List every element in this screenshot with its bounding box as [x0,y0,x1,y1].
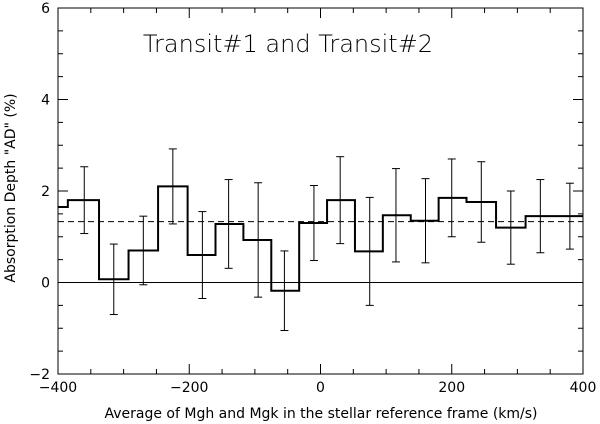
y-tick-label: −2 [29,367,50,383]
x-tick-label: 200 [438,380,465,396]
plot-frame [57,7,584,375]
x-tick-label: −200 [170,380,208,396]
y-tick-label: 6 [41,1,50,17]
y-tick-label: 0 [41,276,50,292]
error-bar [565,182,574,250]
absorption-step-line [58,185,583,292]
error-bar [336,156,345,245]
plot-area: −400 −200 0 200 400 −2 0 2 4 6 [29,1,596,396]
error-bar [477,161,486,243]
error-bar [224,179,233,269]
error-bar [421,178,430,264]
error-bar [309,185,318,262]
x-tick-label: 400 [570,380,597,396]
error-bar [536,179,545,254]
error-bar [109,243,118,316]
x-axis-title: Average of Mgh and Mgk in the stellar re… [104,406,537,422]
error-bar [80,166,89,235]
error-bar [280,250,289,332]
error-bar [447,158,456,238]
error-bar [254,182,263,298]
y-axis-title: Absorption Depth "AD" (%) [3,93,19,282]
error-bar [168,148,177,225]
error-bar [365,196,374,306]
y-tick-label: 4 [41,93,50,109]
error-bar [391,168,400,263]
error-bar [506,190,515,265]
x-tick-label: −400 [39,380,77,396]
y-tick-label: 2 [41,184,50,200]
x-tick-label: 0 [316,380,325,396]
error-bar [198,211,207,300]
error-bar [139,215,148,286]
chart-title: Transit#1 and Transit#2 [143,30,433,58]
